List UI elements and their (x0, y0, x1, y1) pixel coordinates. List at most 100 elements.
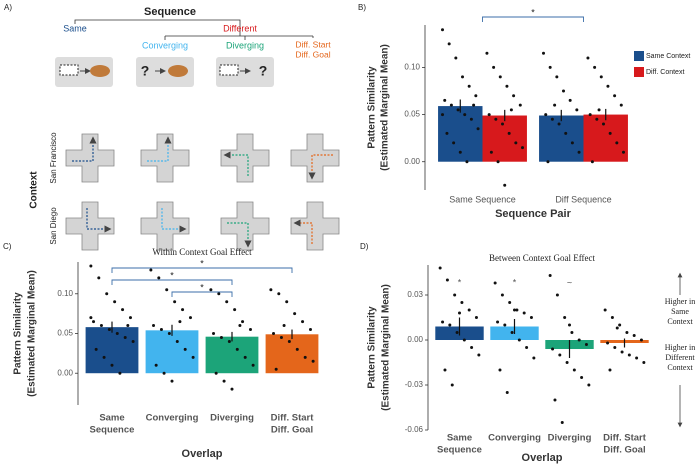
data-point (157, 276, 161, 280)
data-point (467, 84, 471, 88)
route-arrow (147, 136, 172, 162)
data-point (619, 103, 623, 107)
data-point (441, 113, 445, 117)
data-point (222, 379, 226, 383)
data-point (485, 51, 489, 55)
x-axis-label: Overlap (522, 452, 563, 464)
bar (205, 336, 259, 374)
data-point (503, 323, 507, 327)
y-tick-label: 0.03 (407, 290, 423, 299)
data-point (564, 131, 568, 135)
data-point (558, 353, 562, 357)
data-point (544, 113, 548, 117)
data-point (311, 359, 315, 363)
data-point (615, 141, 619, 145)
data-point (107, 328, 111, 332)
data-point (618, 323, 622, 327)
data-point (550, 117, 554, 121)
data-point (443, 368, 447, 372)
maze-cross (220, 133, 270, 183)
legend-swatch (634, 67, 644, 77)
significance-bracket (171, 291, 233, 297)
route-arrow (223, 151, 249, 176)
data-point (458, 150, 462, 154)
x-tick-label: Diff. Start (603, 433, 647, 444)
data-point (248, 328, 252, 332)
data-point (562, 89, 566, 93)
data-point (285, 300, 289, 304)
data-point (557, 122, 561, 126)
data-point (301, 320, 305, 324)
data-point (175, 339, 179, 343)
x-tick-label: Sequence (90, 425, 135, 436)
data-point (470, 346, 474, 349)
data-point (610, 316, 614, 319)
data-point (219, 335, 223, 339)
data-point (500, 293, 504, 297)
significance-bracket (482, 16, 584, 22)
data-point (548, 274, 552, 277)
y-tick-label: 0.10 (57, 289, 73, 298)
data-point (509, 108, 513, 112)
data-point (274, 367, 278, 371)
data-point (165, 288, 169, 292)
data-point (505, 391, 509, 394)
y-axis-label: (Estimated Marginal Mean) (380, 44, 391, 171)
data-point (214, 371, 218, 375)
data-point (635, 356, 639, 360)
data-point (553, 103, 557, 107)
data-point (230, 387, 234, 391)
x-tick-label: Diff. Start (271, 413, 315, 424)
data-point (178, 320, 182, 324)
data-point (269, 288, 273, 292)
data-point (308, 328, 312, 332)
unknown-mark: ? (259, 63, 268, 79)
y-axis-label: (Estimated Marginal Mean) (27, 270, 38, 397)
data-point (613, 94, 617, 98)
data-point (465, 160, 469, 164)
bar (583, 114, 628, 162)
data-point (462, 338, 466, 342)
data-point (580, 376, 584, 379)
data-point (445, 131, 449, 135)
condition-label: Diverging (226, 40, 264, 50)
data-point (243, 355, 247, 359)
data-point (586, 56, 590, 60)
data-point (542, 51, 546, 55)
data-point (507, 131, 511, 135)
data-point (123, 335, 127, 339)
y-tick-label: 0.05 (57, 329, 73, 338)
y-tick-label: -0.03 (405, 380, 424, 389)
data-point (498, 368, 502, 372)
panel-label: B) (358, 3, 366, 12)
data-point (565, 361, 569, 364)
significance-label: * (531, 7, 535, 17)
annotation: Context (667, 363, 693, 372)
data-point (456, 108, 460, 112)
data-point (110, 363, 114, 367)
data-point (463, 113, 467, 117)
data-point (632, 334, 636, 337)
data-point (99, 324, 103, 328)
data-point (477, 353, 481, 357)
data-point (293, 312, 297, 316)
data-point (170, 379, 174, 383)
data-point (447, 42, 451, 46)
data-point (154, 363, 158, 367)
context-label: San Francisco (49, 132, 58, 184)
data-point (639, 338, 643, 342)
data-point (173, 300, 177, 304)
data-point (627, 353, 631, 357)
data-point (209, 288, 213, 292)
panel-a: A) Sequence Same Different Converging Di… (4, 3, 340, 251)
maze-cross (220, 201, 270, 251)
data-point (560, 421, 564, 424)
data-point (555, 75, 559, 79)
data-point (493, 281, 497, 285)
data-point (460, 301, 464, 304)
data-point (467, 308, 471, 312)
y-tick-label: 0.05 (404, 110, 420, 119)
y-tick-label: 0.00 (57, 368, 73, 377)
maze-cross (290, 133, 340, 183)
data-point (512, 94, 516, 98)
